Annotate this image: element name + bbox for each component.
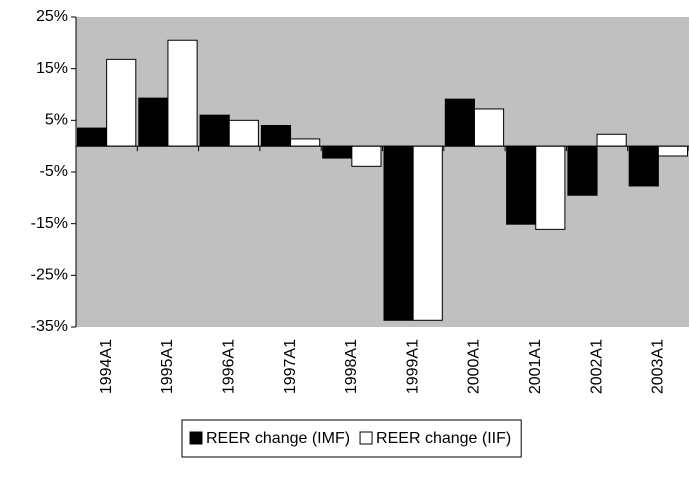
x-tick-label: 1999A1 (404, 339, 421, 394)
bar (444, 98, 475, 147)
legend-swatch (359, 431, 373, 445)
x-tick-label: 1998A1 (343, 339, 360, 394)
bar (535, 145, 566, 230)
bar (290, 138, 321, 147)
bar (138, 97, 169, 147)
x-tick-label: 1996A1 (220, 339, 237, 394)
x-tick-label: 2000A1 (466, 339, 483, 394)
bar (167, 39, 198, 147)
bar (506, 145, 537, 225)
y-tick-label: 15% (36, 60, 68, 77)
x-tick-label: 2003A1 (650, 339, 667, 394)
bar (77, 127, 108, 147)
x-tick-label: 1997A1 (282, 339, 299, 394)
bar (567, 145, 598, 196)
bar (412, 145, 443, 321)
legend-swatch (189, 431, 203, 445)
bar (628, 145, 659, 187)
x-tick-label: 2001A1 (527, 339, 544, 394)
y-tick-label: 25% (36, 8, 68, 25)
bar (351, 145, 382, 167)
bar (657, 145, 688, 157)
y-tick-label: -5% (40, 163, 68, 180)
bar (260, 125, 292, 147)
y-tick-label: -15% (31, 215, 68, 232)
legend-box (181, 419, 522, 458)
legend: REER change (IMF) REER change (IIF) (181, 419, 522, 458)
bar (322, 145, 353, 159)
legend-label: REER change (IIF) (376, 430, 511, 447)
y-tick-label: -35% (31, 318, 68, 335)
bar (106, 58, 137, 147)
bar (383, 145, 414, 321)
legend-label: REER change (IMF) (206, 430, 350, 447)
bar (199, 114, 230, 147)
bar (228, 119, 259, 147)
x-tick-label: 1995A1 (159, 339, 176, 394)
bar (596, 133, 627, 147)
x-tick-label: 2002A1 (588, 339, 605, 394)
x-tick-label: 1994A1 (98, 339, 115, 394)
y-tick-label: 5% (45, 112, 68, 129)
y-tick-label: -25% (31, 267, 68, 284)
bar (473, 108, 505, 147)
